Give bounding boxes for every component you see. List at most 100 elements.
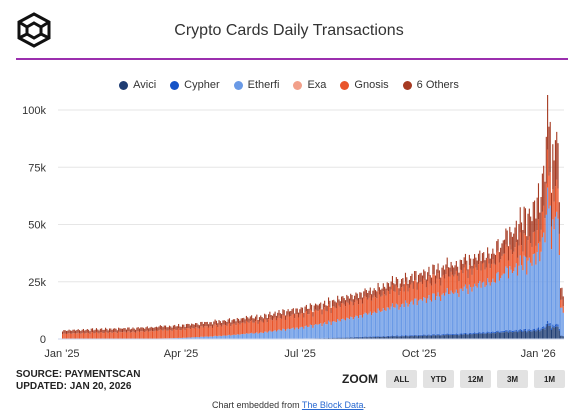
bar-segment-6-others xyxy=(235,321,237,326)
bar-segment-gnosis xyxy=(175,330,177,339)
daily-bar xyxy=(390,281,392,339)
bar-segment-gnosis xyxy=(257,323,259,334)
bar-segment-etherfi xyxy=(231,335,233,339)
bar-segment-6-others xyxy=(403,284,405,292)
bar-segment-6-others xyxy=(428,266,430,277)
zoom-controls: ZOOM ALL YTD 12M 3M 1M xyxy=(342,370,565,388)
bar-segment-6-others xyxy=(391,276,393,285)
bar-segment-cypher xyxy=(395,335,397,337)
legend-item-6-others[interactable]: 6 Others xyxy=(402,79,459,91)
bar-segment-avici xyxy=(361,337,364,339)
daily-bar xyxy=(97,329,99,339)
daily-bar xyxy=(278,310,280,339)
bar-segment-avici xyxy=(354,337,356,339)
legend-item-gnosis[interactable]: Gnosis xyxy=(340,79,389,91)
bar-segment-etherfi xyxy=(520,265,523,330)
bar-segment-etherfi xyxy=(506,267,508,331)
bar-segment-gnosis xyxy=(437,273,439,293)
bar-segment-6-others xyxy=(249,316,251,322)
bar-segment-etherfi xyxy=(460,288,463,334)
x-tick-label: Jan '26 xyxy=(521,348,556,360)
legend-item-etherfi[interactable]: Etherfi xyxy=(233,79,279,91)
daily-bar xyxy=(536,197,538,339)
bar-segment-etherfi xyxy=(318,323,320,339)
bar-segment-6-others xyxy=(350,293,352,301)
bar-segment-6-others xyxy=(165,325,167,330)
bar-segment-cypher xyxy=(436,334,438,336)
bar-segment-cypher xyxy=(387,335,390,337)
bar-segment-avici xyxy=(560,335,562,339)
bar-segment-6-others xyxy=(429,275,431,284)
daily-bar xyxy=(76,329,78,339)
bar-segment-6-others xyxy=(119,328,121,332)
bar-segment-6-others xyxy=(296,308,298,315)
bar-segment-cypher xyxy=(561,335,563,336)
bar-segment-6-others xyxy=(270,315,272,320)
bar-segment-cypher xyxy=(376,336,378,338)
bar-segment-etherfi xyxy=(487,278,489,332)
bar-segment-6-others xyxy=(330,307,332,314)
legend-item-exa[interactable]: Exa xyxy=(293,79,326,91)
bar-segment-6-others xyxy=(352,299,354,306)
the-block-data-link[interactable]: The Block Data xyxy=(301,400,364,410)
bar-segment-gnosis xyxy=(166,330,168,339)
bar-segment-etherfi xyxy=(354,317,356,338)
bar-segment-gnosis xyxy=(477,264,480,284)
bar-segment-etherfi xyxy=(230,335,232,339)
daily-bar xyxy=(218,320,220,339)
zoom-12m-button[interactable]: 12M xyxy=(460,370,491,388)
bar-segment-cypher xyxy=(365,336,367,338)
bar-segment-avici xyxy=(419,335,421,339)
bar-segment-6-others xyxy=(333,299,335,307)
bar-segment-cypher xyxy=(547,320,549,324)
bar-segment-gnosis xyxy=(274,316,276,331)
bar-segment-gnosis xyxy=(318,309,320,324)
bar-segment-etherfi xyxy=(492,278,494,332)
bar-segment-avici xyxy=(360,337,362,339)
legend-item-cypher[interactable]: Cypher xyxy=(170,79,220,91)
y-tick-label: 100k xyxy=(22,105,46,117)
bar-segment-cypher xyxy=(470,332,472,335)
bar-segment-etherfi xyxy=(410,301,412,336)
bar-segment-6-others xyxy=(317,305,319,312)
bar-segment-6-others xyxy=(275,315,277,321)
bar-segment-6-others xyxy=(221,322,223,327)
zoom-all-button[interactable]: ALL xyxy=(386,370,417,388)
bar-segment-6-others xyxy=(518,224,520,246)
bar-segment-cypher xyxy=(500,331,502,333)
bar-segment-6-others xyxy=(337,295,339,303)
bar-segment-gnosis xyxy=(429,283,431,301)
bar-segment-cypher xyxy=(522,330,524,332)
bar-segment-avici xyxy=(493,333,495,339)
bar-segment-gnosis xyxy=(360,299,362,316)
bar-segment-avici xyxy=(368,337,370,339)
bar-segment-gnosis xyxy=(138,331,141,339)
bar-segment-6-others xyxy=(118,327,120,332)
bar-segment-gnosis xyxy=(346,301,348,318)
daily-bar xyxy=(414,271,416,339)
bar-segment-avici xyxy=(475,333,477,339)
bar-segment-gnosis xyxy=(292,313,294,328)
zoom-ytd-button[interactable]: YTD xyxy=(423,370,454,388)
daily-bar xyxy=(401,279,403,339)
bar-segment-6-others xyxy=(442,265,444,275)
bar-segment-avici xyxy=(433,335,435,339)
bar-segment-avici xyxy=(385,336,387,339)
bar-segment-cypher xyxy=(513,330,515,333)
bar-segment-gnosis xyxy=(335,308,337,323)
bar-segment-etherfi xyxy=(523,255,525,329)
zoom-3m-button[interactable]: 3M xyxy=(497,370,528,388)
bar-segment-gnosis xyxy=(189,329,191,338)
bar-segment-gnosis xyxy=(241,322,244,335)
bar-segment-avici xyxy=(459,334,461,339)
daily-bar xyxy=(260,315,262,339)
zoom-1m-button[interactable]: 1M xyxy=(534,370,565,388)
bar-segment-cypher xyxy=(552,324,554,327)
bar-segment-etherfi xyxy=(331,321,334,338)
the-block-logo-icon xyxy=(16,12,52,48)
bar-segment-6-others xyxy=(324,300,326,308)
bar-segment-6-others xyxy=(365,290,367,298)
legend-item-avici[interactable]: Avici xyxy=(119,79,156,91)
bar-segment-6-others xyxy=(557,143,559,189)
daily-bar xyxy=(273,313,275,339)
